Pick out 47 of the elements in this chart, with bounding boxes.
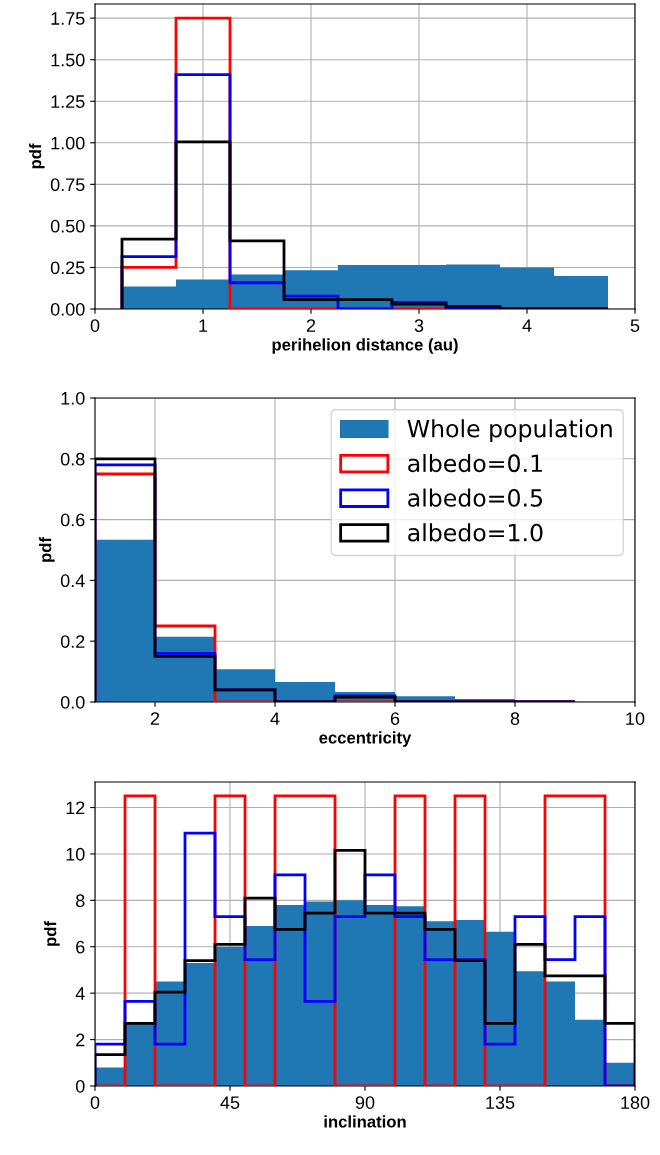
- y-axis-title: pdf: [29, 143, 45, 169]
- y-tick-label: 0.00: [50, 302, 85, 316]
- y-tick-label: 4: [75, 987, 85, 1000]
- x-tick-label: 8: [510, 712, 520, 725]
- y-tick-label: 6: [76, 940, 85, 954]
- y-tick-label: 0.4: [60, 574, 85, 588]
- x-tick-label: 2: [150, 712, 160, 725]
- legend-label: albedo=1.0: [408, 523, 543, 542]
- x-tick-label: 45: [220, 1096, 240, 1109]
- y-tick-label: 1.0: [61, 391, 85, 405]
- y-tick-label: 2: [76, 1033, 85, 1047]
- x-tick-label: 10: [626, 712, 645, 725]
- x-tick-label: 180: [621, 1096, 650, 1109]
- x-tick-label: 90: [355, 1096, 375, 1109]
- y-tick-label: 0.25: [50, 261, 85, 275]
- legend-label: albedo=0.1: [408, 453, 542, 473]
- y-tick-label: 0.50: [50, 219, 85, 233]
- x-tick-label: 5: [630, 319, 640, 332]
- x-tick-label: 1: [199, 319, 208, 332]
- x-tick-label: 0: [90, 1096, 100, 1109]
- x-tick-label: 6: [390, 712, 400, 725]
- x-tick-label: 135: [486, 1096, 515, 1109]
- y-tick-label: 1.50: [51, 53, 85, 67]
- y-axis-title: pdf: [44, 921, 60, 946]
- y-tick-label: 0.75: [50, 178, 85, 192]
- y-tick-label: 0.6: [60, 513, 85, 527]
- y-tick-label: 0: [75, 1079, 85, 1093]
- x-tick-label: 0: [90, 319, 100, 332]
- y-tick-label: 0.8: [60, 452, 85, 466]
- y-tick-label: 1.75: [51, 12, 85, 25]
- y-tick-label: 0.2: [60, 635, 85, 648]
- y-tick-label: 10: [66, 847, 85, 861]
- y-tick-label: 12: [66, 801, 85, 815]
- y-tick-label: 1.00: [51, 136, 85, 150]
- x-axis-title: eccentricity: [319, 731, 412, 747]
- x-tick-label: 4: [522, 319, 532, 332]
- x-axis-title: perihelion distance (au): [272, 338, 458, 354]
- legend-label: Whole population: [407, 419, 612, 443]
- x-tick-label: 4: [270, 712, 280, 725]
- x-axis-title: inclination: [324, 1115, 406, 1128]
- x-tick-label: 2: [306, 319, 316, 332]
- y-axis-title: pdf: [39, 537, 55, 562]
- y-tick-label: 0.0: [60, 695, 85, 709]
- legend-label: albedo=0.5: [408, 488, 542, 507]
- x-tick-label: 3: [414, 319, 424, 332]
- y-tick-label: 1.25: [51, 95, 85, 108]
- y-tick-label: 8: [76, 894, 85, 908]
